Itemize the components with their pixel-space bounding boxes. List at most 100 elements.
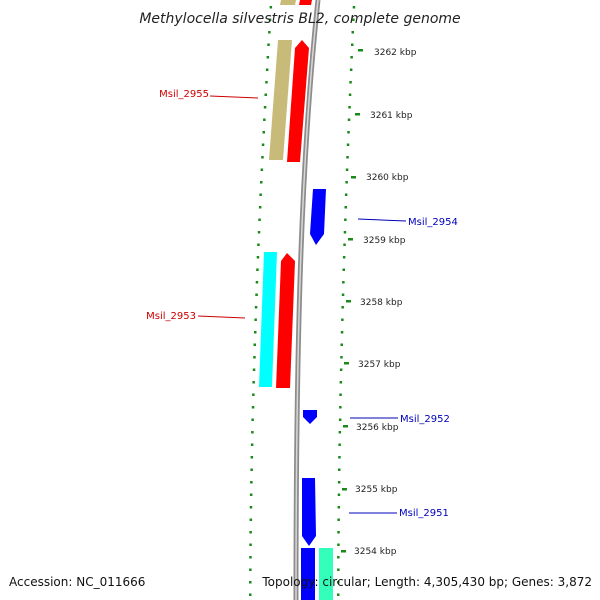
ring-dot (337, 581, 340, 584)
ring-dot (343, 231, 347, 234)
ring-dot (337, 593, 340, 596)
ring-dot (249, 531, 252, 534)
ring-dot (257, 231, 261, 234)
ring-dot (349, 68, 353, 71)
tick-label-3260: 3260 kbp (366, 173, 409, 183)
ring-dot (352, 6, 356, 9)
ring-dot (261, 156, 264, 159)
ring-dot (258, 218, 261, 221)
leader-msil-2955 (209, 95, 259, 99)
tick-label-3256: 3256 kbp (356, 423, 399, 433)
ring-dot (263, 106, 267, 109)
topology-text: Topology: circular; Length: 4,305,430 bp… (261, 575, 592, 589)
ring-dot (344, 218, 347, 221)
tick-label-3261: 3261 kbp (370, 111, 413, 121)
ring-dot (342, 256, 346, 259)
feature-msil-2954-blue (310, 189, 326, 245)
tick-label-3258: 3258 kbp (360, 298, 403, 308)
ring-dot (251, 406, 255, 409)
ring-dot (249, 493, 253, 496)
ring-dot (345, 168, 349, 171)
ring-dot (249, 568, 252, 571)
tick-label-3257: 3257 kbp (358, 360, 401, 370)
ring-dot (338, 418, 342, 421)
ring-dot (348, 93, 352, 96)
ring-dot (260, 168, 264, 171)
ring-dot (344, 193, 348, 196)
feature-red-upper-2 (276, 253, 295, 388)
ring-dot (339, 381, 343, 384)
ring-dot (250, 443, 254, 446)
genome-backbone-highlight (295, 0, 319, 600)
ring-dot (256, 256, 260, 259)
ring-dot (337, 493, 341, 496)
ring-dot (251, 431, 254, 434)
ring-dot (268, 31, 271, 34)
gene-label-msil-2951: Msil_2951 (399, 508, 449, 519)
ring-dot (338, 456, 341, 459)
major-tick (341, 550, 346, 553)
feature-blue-bottom (301, 548, 315, 600)
ring-dot (348, 106, 351, 109)
ring-dot (338, 431, 342, 434)
feature-aquamarine-bottom (319, 548, 333, 600)
major-tick (358, 49, 363, 52)
ring-dot (265, 68, 269, 71)
tick-mark-group (341, 49, 363, 553)
ring-dot (345, 181, 348, 184)
major-tick (346, 300, 351, 303)
ring-dot (249, 556, 252, 559)
ring-dot (337, 506, 341, 509)
gene-label-msil-2954: Msil_2954 (408, 217, 458, 228)
major-tick (343, 425, 348, 428)
tick-label-3255: 3255 kbp (355, 485, 398, 495)
ring-dot (337, 531, 340, 534)
ring-dot (338, 443, 341, 446)
ring-dot (265, 81, 268, 84)
ring-dot (249, 506, 253, 509)
major-tick (344, 362, 349, 365)
ring-dot (350, 56, 353, 59)
ring-dot (351, 43, 354, 46)
ring-dot (349, 81, 352, 84)
ring-dot (346, 156, 349, 159)
ring-dot (254, 318, 257, 321)
tick-label-3259: 3259 kbp (363, 236, 406, 246)
ring-dot (269, 6, 273, 9)
map-title: Methylocella silvestris BL2, complete ge… (139, 11, 460, 27)
ring-dot (252, 368, 256, 371)
ring-dot (347, 118, 351, 121)
ring-dot (337, 568, 340, 571)
ring-dot (340, 331, 344, 334)
feature-msil-2952-blue (303, 410, 317, 424)
outer-dotted-ring-right (337, 6, 356, 596)
ring-dot (342, 281, 345, 284)
ring-dot (249, 581, 252, 584)
ring-dot (255, 281, 259, 284)
ring-dot (266, 56, 270, 59)
leader-msil-2953 (197, 315, 246, 319)
ring-dot (337, 556, 340, 559)
ring-dot (259, 193, 262, 196)
ring-dot (343, 243, 346, 246)
ring-dot (250, 456, 254, 459)
ring-dot (339, 393, 342, 396)
outer-dotted-ring-left (249, 6, 273, 596)
ring-dot (344, 206, 347, 209)
ring-dot (341, 306, 344, 309)
feature-msil-2951-blue (302, 478, 316, 546)
ring-dot (250, 468, 253, 471)
ring-dot (264, 93, 267, 96)
ring-dot (337, 481, 341, 484)
gene-label-msil-2952: Msil_2952 (400, 414, 450, 425)
ring-dot (249, 543, 252, 546)
ring-dot (351, 31, 354, 34)
ring-dot (337, 518, 340, 521)
ring-dot (352, 18, 355, 21)
ring-dot (260, 181, 263, 184)
major-tick (348, 238, 353, 241)
major-tick (355, 113, 360, 116)
ring-dot (268, 18, 272, 21)
ring-dot (339, 406, 342, 409)
